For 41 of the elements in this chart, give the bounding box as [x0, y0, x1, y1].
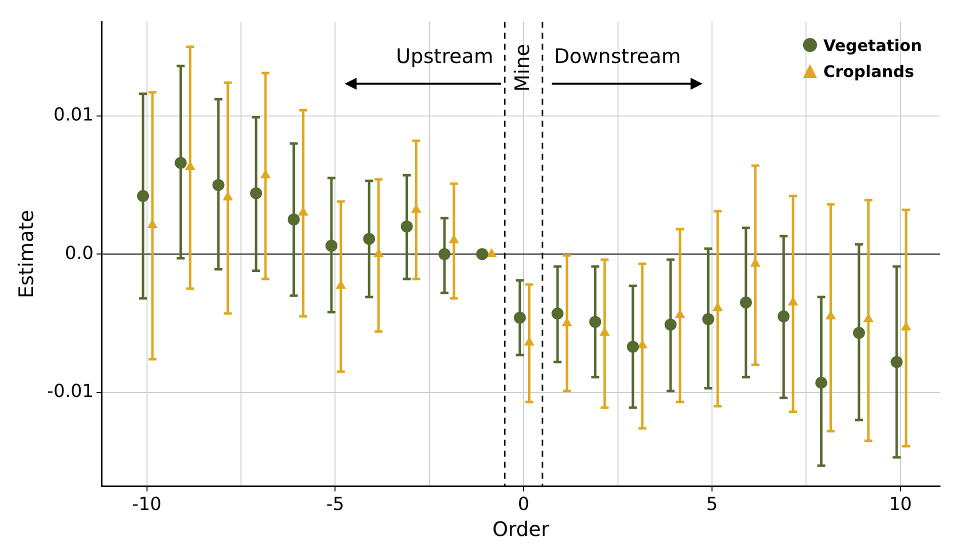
- x-tick-label: -10: [132, 494, 162, 515]
- point: [740, 296, 752, 308]
- legend-label: Vegetation: [823, 36, 922, 54]
- annotation: Downstream: [554, 44, 681, 68]
- point: [778, 310, 790, 322]
- point: [137, 190, 150, 202]
- point: [514, 312, 526, 324]
- point: [702, 313, 714, 326]
- point: [250, 187, 262, 200]
- y-tick-label: 0.01: [53, 104, 94, 126]
- point: [212, 178, 224, 191]
- annotation: Upstream: [396, 44, 494, 68]
- point: [298, 206, 308, 216]
- x-tick-label: 10: [888, 494, 912, 515]
- point: [438, 248, 450, 260]
- point: [373, 248, 384, 258]
- annotation: Mine: [510, 44, 534, 92]
- point: [325, 240, 338, 252]
- legend-label: Croplands: [823, 62, 914, 80]
- point: [288, 214, 300, 226]
- x-axis-title: Order: [492, 517, 550, 542]
- x-tick-label: 5: [706, 494, 718, 515]
- y-tick-label: -0.01: [46, 381, 94, 402]
- point: [552, 308, 564, 320]
- point: [400, 220, 413, 232]
- x-tick-label: -5: [326, 494, 344, 515]
- point: [712, 302, 723, 312]
- point: [815, 376, 828, 389]
- point: [486, 248, 497, 258]
- point: [852, 326, 865, 339]
- point: [664, 318, 677, 331]
- point: [626, 340, 639, 353]
- point: [174, 156, 187, 169]
- point: [363, 232, 376, 245]
- x-tick-label: 0: [518, 494, 530, 515]
- point: [890, 356, 903, 368]
- point: [863, 313, 874, 322]
- point: [589, 316, 602, 328]
- point: [476, 248, 488, 260]
- y-tick-label: 0.0: [64, 242, 94, 264]
- y-axis-title: Estimate: [14, 210, 38, 298]
